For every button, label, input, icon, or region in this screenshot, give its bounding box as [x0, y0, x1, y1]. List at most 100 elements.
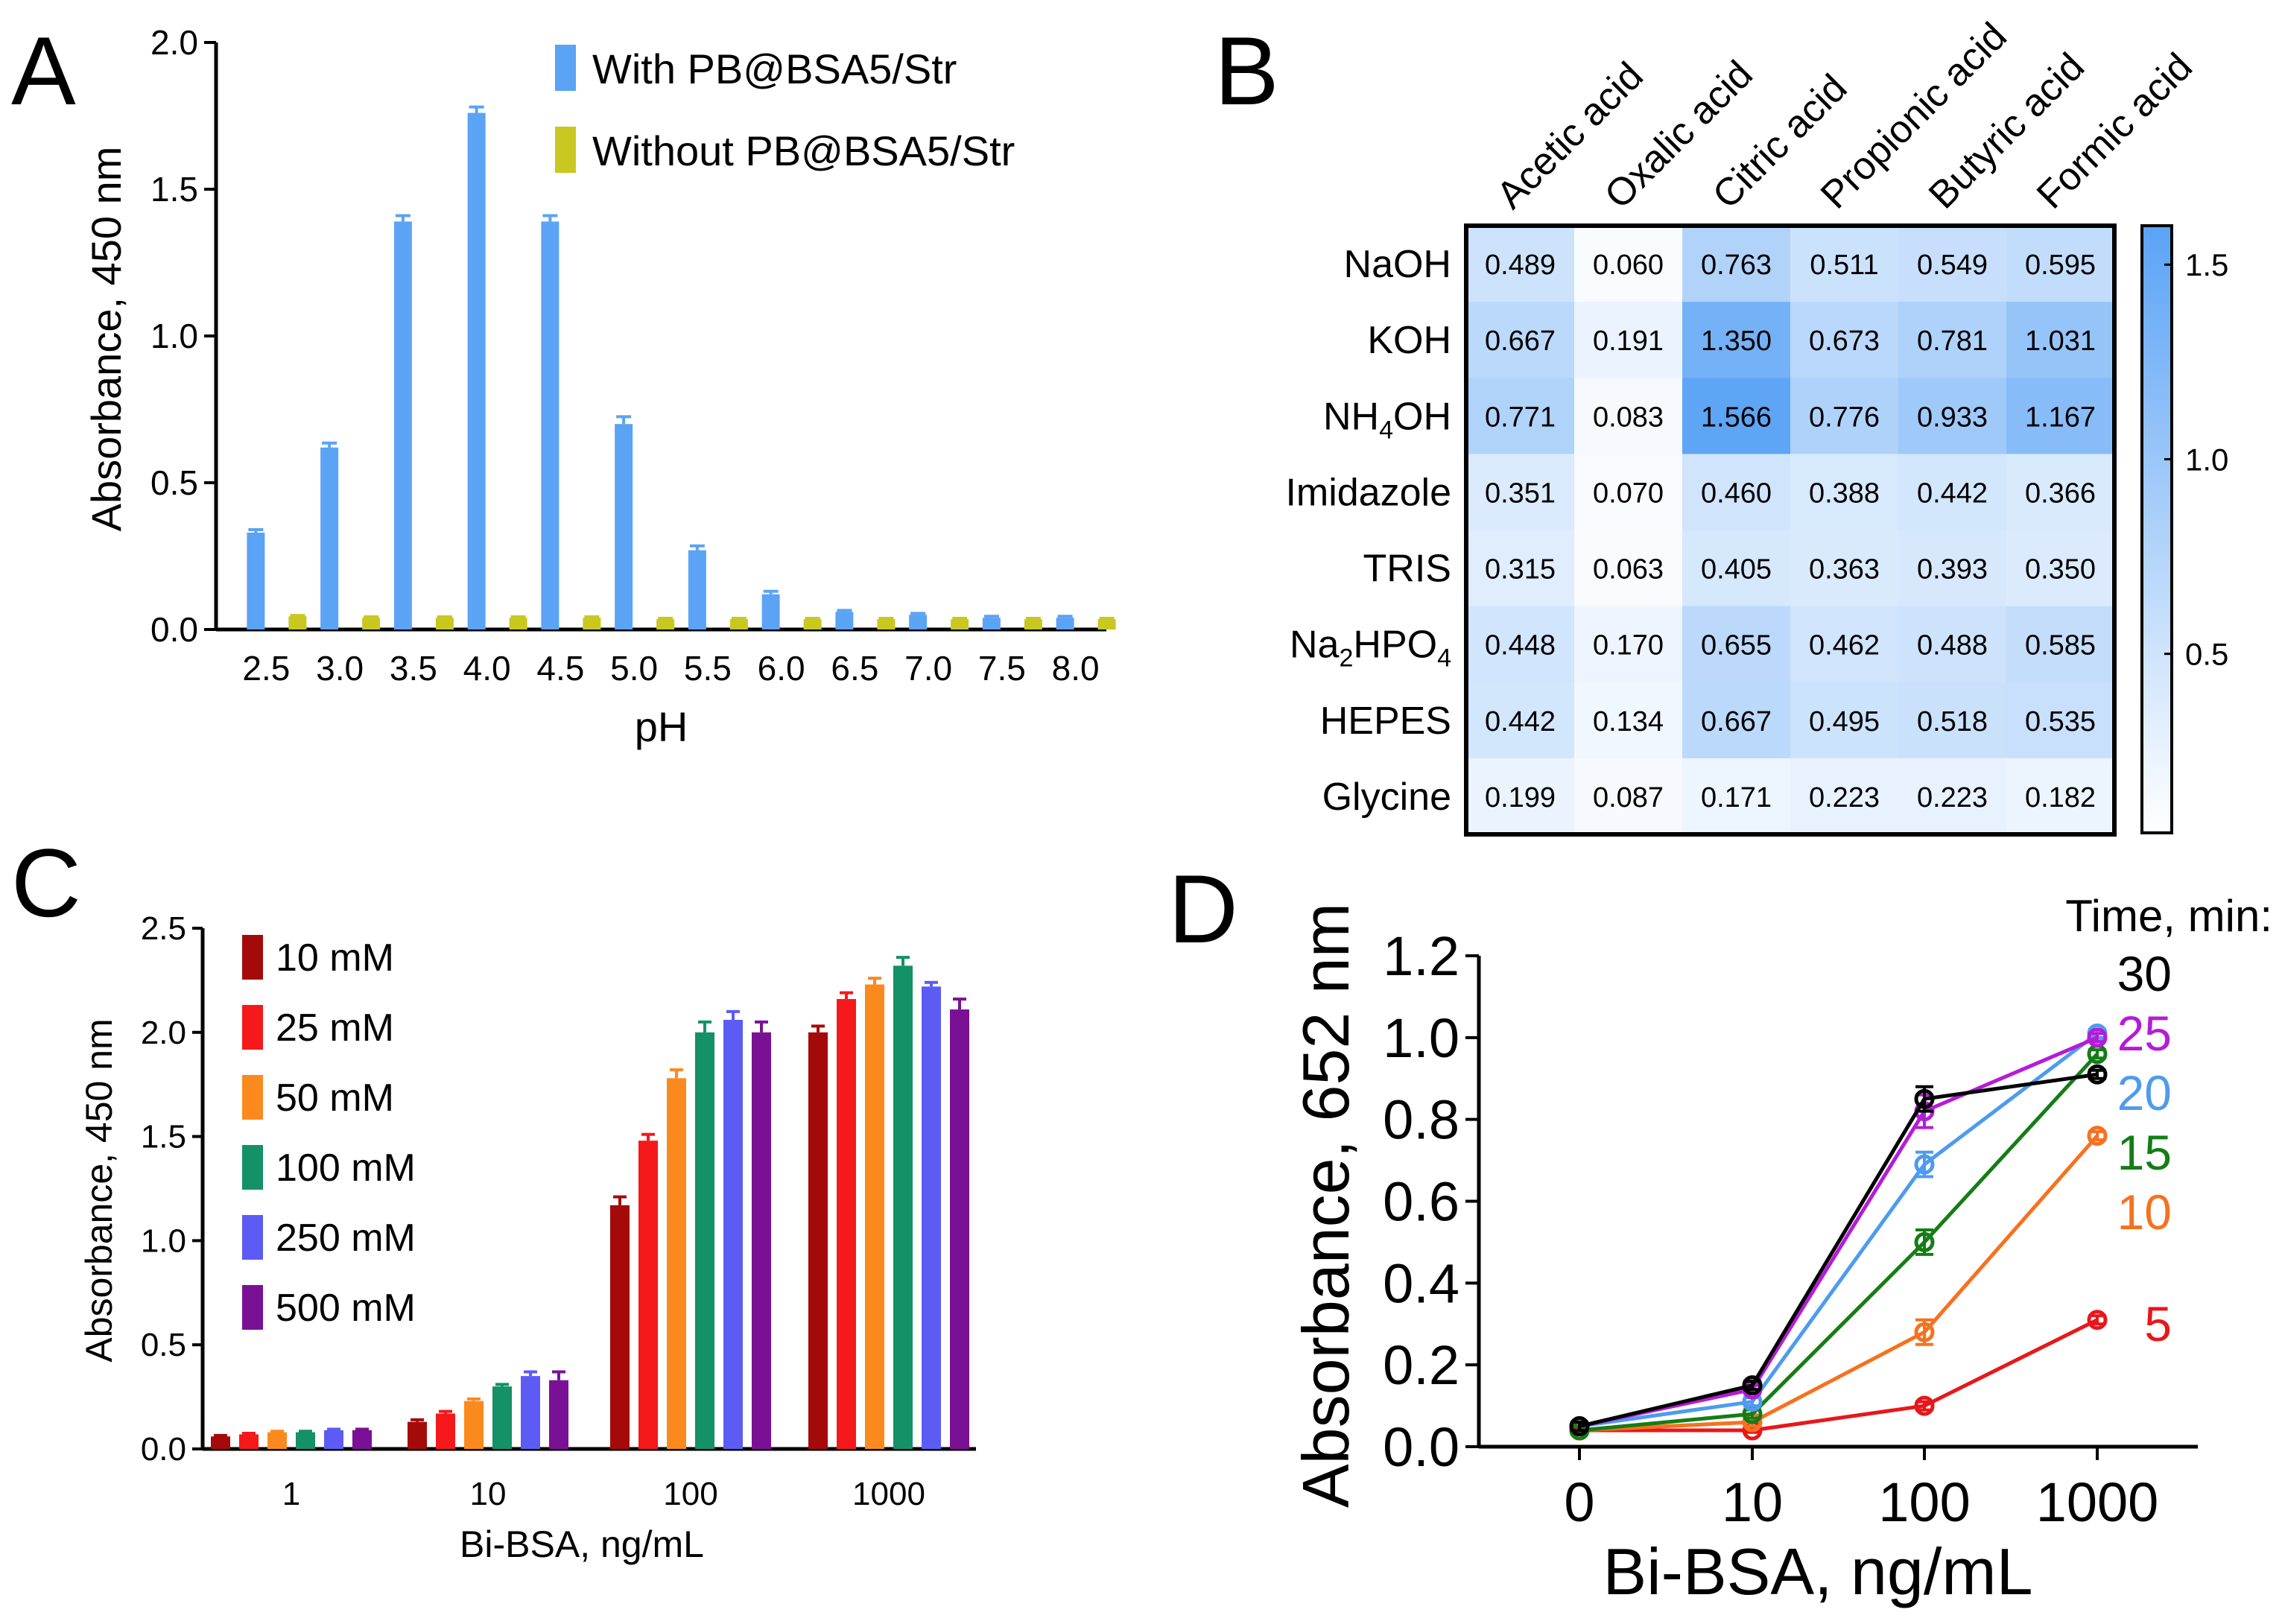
series-line — [1579, 1134, 2099, 1433]
panel-label-b: B — [1214, 16, 1279, 125]
heatmap-cell — [1790, 302, 1899, 378]
heatmap-cell — [1790, 606, 1899, 683]
heatmap-cell — [2006, 378, 2115, 454]
bar — [909, 615, 928, 629]
heatmap-cell — [1898, 758, 2007, 835]
heatmap-cell-value: 0.462 — [1809, 630, 1880, 662]
colorbar-tick-label: 1.5 — [2185, 247, 2228, 282]
legend-label: 10 mM — [276, 936, 394, 980]
legend-swatch — [242, 1005, 263, 1050]
heatmap-cell-value: 0.366 — [2025, 478, 2096, 509]
heatmap-cell — [2006, 530, 2115, 607]
y-tick-label: 2.0 — [141, 1015, 186, 1051]
bar — [521, 1376, 540, 1449]
bar — [638, 1141, 658, 1449]
row-label: Imidazole — [1285, 471, 1451, 514]
heatmap-cell — [1574, 530, 1683, 607]
legend-swatch — [242, 1285, 263, 1330]
chart-panel-c: 0.0 0.5 1.0 1.5 2.0 2.5 1 10 100 1000 Bi-BSA, ng/m… — [78, 910, 976, 1565]
y-tick-label: 0.0 — [150, 610, 198, 649]
x-tick-label: 4.5 — [536, 649, 584, 688]
heatmap-cell — [1682, 758, 1791, 835]
bar — [436, 1413, 455, 1449]
heatmap-cell-value: 0.595 — [2025, 250, 2096, 281]
x-tick-label: 4.0 — [463, 649, 511, 688]
heatmap-cell-value: 0.070 — [1593, 478, 1664, 509]
heatmap-cell — [1466, 606, 1575, 683]
heatmap-cell-value: 0.171 — [1701, 782, 1772, 813]
heatmap-cell — [1682, 682, 1791, 759]
heatmap-cell-value: 0.060 — [1593, 250, 1664, 281]
data-point — [2087, 1310, 2108, 1330]
legend-swatch — [555, 45, 576, 91]
heatmap-cell-value: 0.315 — [1485, 554, 1556, 586]
heatmap-cell — [1682, 530, 1791, 607]
bar — [837, 999, 856, 1449]
heatmap-cell — [1466, 226, 1575, 302]
y-tick-label: 2.5 — [141, 910, 186, 947]
heatmap-cell — [1574, 302, 1683, 378]
bar — [835, 612, 854, 629]
bar — [467, 112, 486, 629]
heatmap-cell — [1574, 682, 1683, 759]
bar — [950, 1009, 969, 1449]
heatmap-cell-value: 0.488 — [1917, 630, 1988, 662]
heatmap-cell — [2006, 758, 2115, 835]
y-tick-label: 1.0 — [150, 317, 198, 355]
heatmap-cell-value: 1.566 — [1701, 402, 1772, 433]
bar — [688, 550, 706, 629]
heatmap-cell-value: 0.223 — [1917, 782, 1988, 813]
bar — [464, 1401, 484, 1449]
bar — [656, 619, 675, 629]
legend-label: 25 — [2117, 1006, 2172, 1061]
heatmap-cell — [1466, 378, 1575, 454]
legend-swatch — [242, 935, 263, 980]
legend-label: With PB@BSA5/Str — [592, 45, 957, 92]
heatmap-cell — [1790, 530, 1899, 607]
colorbar — [2140, 224, 2173, 834]
legend-label: 250 mM — [276, 1217, 416, 1260]
x-tick-label: 1 — [282, 1476, 300, 1512]
series-line — [1579, 1318, 2099, 1433]
x-axis-title: pH — [635, 703, 688, 750]
legend-label: Without PB@BSA5/Str — [592, 127, 1015, 174]
legend-title: Time, min: — [2065, 891, 2272, 941]
heatmap-cell-value: 0.511 — [1810, 250, 1878, 281]
panel-label-a: A — [11, 16, 76, 125]
panel-label-d: D — [1168, 854, 1238, 963]
heatmap-cell — [1466, 758, 1575, 835]
heatmap-cell — [1682, 454, 1791, 530]
heatmap-cell-value: 0.199 — [1485, 782, 1556, 813]
legend-swatch — [242, 1145, 263, 1190]
bar — [1097, 619, 1116, 629]
heatmap-cell — [1466, 302, 1575, 378]
heatmap-cell-value: 0.083 — [1593, 402, 1664, 433]
bar — [667, 1078, 686, 1449]
y-tick-label: 0.4 — [1383, 1252, 1459, 1314]
heatmap-cell — [1898, 682, 2007, 759]
column-label: Propionic acid — [1813, 15, 2015, 218]
heatmap-cell — [1790, 758, 1899, 835]
heatmap-cell-value: 0.087 — [1593, 782, 1664, 813]
bar — [982, 618, 1001, 629]
heatmap-cell-value: 0.223 — [1809, 782, 1880, 813]
legend-label: 10 — [2117, 1184, 2172, 1240]
bar — [541, 221, 560, 630]
y-tick-label: 0.6 — [1383, 1171, 1459, 1233]
bar — [1056, 618, 1074, 629]
heatmap-cell — [1898, 530, 2007, 607]
series-line — [1579, 1035, 2098, 1428]
heatmap-cell-value: 0.667 — [1485, 326, 1556, 357]
heatmap-cell — [1898, 378, 2007, 454]
x-tick-label: 7.0 — [904, 649, 952, 688]
heatmap-cell — [2006, 226, 2115, 302]
heatmap-cell-value: 0.585 — [2025, 630, 2096, 662]
bar — [695, 1032, 714, 1449]
heatmap-cell-value: 0.655 — [1701, 630, 1772, 662]
bar — [752, 1032, 771, 1449]
bar — [352, 1430, 372, 1449]
legend-label: 30 — [2117, 946, 2172, 1001]
data-point — [2087, 1126, 2108, 1146]
bar — [583, 618, 601, 629]
